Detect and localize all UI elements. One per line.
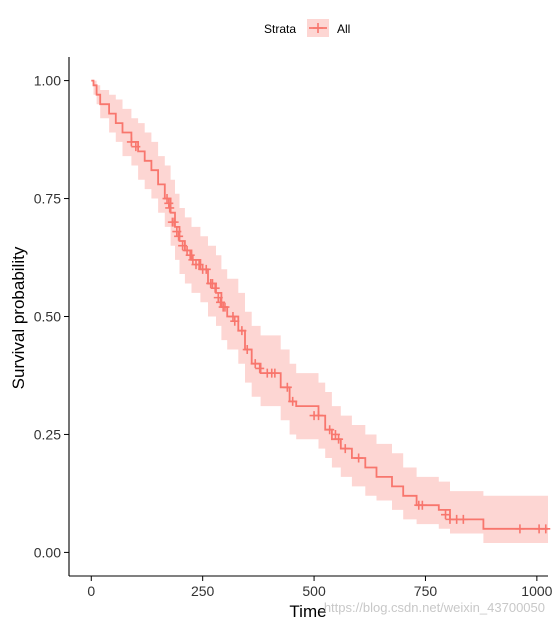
censor-mark [288,396,298,406]
legend: Strata All [264,19,350,37]
x-axis-title: Time [289,602,326,621]
censor-mark [228,312,238,321]
censor-mark [162,194,172,204]
y-tick-label: 0.50 [34,309,61,325]
censor-mark [255,363,265,373]
x-tick-label: 250 [191,583,215,599]
censor-mark [207,278,217,288]
y-axis-ticks: 0.00 0.25 0.50 0.75 1.00 [34,73,69,560]
x-tick-label: 1000 [521,583,552,599]
y-tick-label: 1.00 [34,73,61,89]
censor-mark [458,514,468,524]
watermark-text: https://blog.csdn.net/weixin_43700050 [324,600,545,615]
censor-mark [182,245,192,255]
censor-mark [215,297,225,307]
censor-mark [541,524,551,534]
censor-mark [210,283,220,293]
censor-mark [340,444,350,454]
censor-mark [220,302,230,312]
censor-mark [330,429,340,439]
y-tick-label: 0.75 [34,191,61,207]
x-tick-label: 0 [87,583,95,599]
censor-mark [172,227,182,237]
confidence-band-layer [91,80,549,543]
y-axis-title: Survival probability [9,246,28,389]
censor-mark [201,264,211,274]
censor-mark [131,142,141,152]
survival-curve-layer [91,79,548,530]
censor-mark [178,241,188,251]
censor-mark [194,260,204,270]
censor-mark [185,250,195,260]
y-tick-label: 0.00 [34,544,61,560]
survival-curve-all [91,79,548,530]
censor-mark [334,434,344,444]
legend-label-all: All [337,22,350,36]
censor-marks-layer [126,137,551,534]
censor-mark [126,137,136,147]
censor-mark [188,255,198,265]
censor-mark [165,203,175,213]
censor-mark [242,345,252,355]
censor-mark [164,198,174,208]
censor-mark [417,500,427,510]
censor-mark [441,510,451,520]
y-tick-label: 0.25 [34,426,61,442]
censor-mark [314,411,324,421]
censor-mark [169,217,179,227]
censor-mark [213,293,223,303]
legend-title: Strata [264,22,296,36]
legend-key-all [307,19,329,37]
legend-key-plus-icon [313,23,323,33]
censor-mark [230,316,240,326]
censor-mark [354,453,364,463]
censor-mark [515,524,525,534]
censor-mark [270,368,280,378]
x-tick-label: 750 [414,583,438,599]
x-axis-ticks: 0 250 500 750 1000 [87,576,553,599]
censor-mark [237,326,247,336]
censor-mark [174,231,184,241]
censor-mark [325,425,335,435]
confidence-band [91,80,549,543]
x-tick-label: 500 [302,583,326,599]
censor-mark [250,359,260,369]
censor-mark [282,382,292,392]
